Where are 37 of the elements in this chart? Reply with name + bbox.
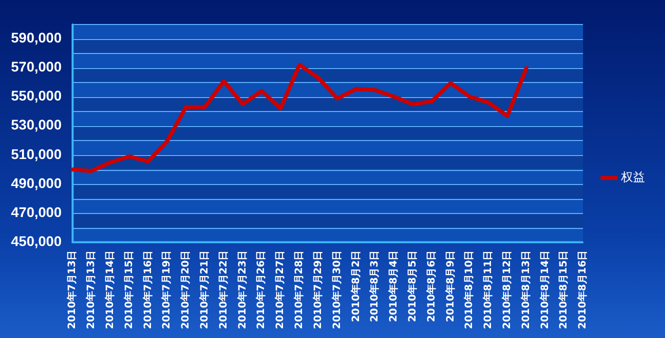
x-tick-label: 2010年8月5日: [406, 250, 418, 322]
x-tick-label: 2010年8月10日: [463, 250, 476, 330]
y-tick-label: 470,000: [10, 204, 62, 220]
y-tick-label: 550,000: [10, 88, 62, 104]
x-tick-label: 2010年7月30日: [330, 250, 343, 330]
x-tick-label: 2010年8月12日: [500, 250, 513, 330]
x-tick-label: 2010年8月11日: [482, 250, 494, 330]
x-tick-label: 2010年8月9日: [444, 250, 456, 322]
x-tick-label: 2010年7月16日: [142, 250, 154, 330]
x-tick-label: 2010年7月22日: [217, 250, 230, 330]
x-tick-label: 2010年7月28日: [293, 250, 306, 330]
x-tick-label: 2010年7月23日: [236, 250, 248, 330]
x-tick-label: 2010年7月29日: [312, 250, 324, 330]
y-tick-label: 590,000: [10, 29, 62, 46]
x-tick-label: 2010年8月13日: [520, 250, 532, 330]
x-tick-label: 2010年7月13日: [66, 250, 78, 330]
y-tick-label: 510,000: [10, 146, 62, 162]
y-tick-label: 530,000: [10, 116, 62, 133]
x-tick-label: 2010年7月13日: [85, 250, 98, 330]
x-tick-label: 2010年8月3日: [368, 250, 381, 322]
legend-label: 权益: [620, 170, 645, 184]
y-tick-label: 450,000: [10, 233, 62, 250]
x-tick-label: 2010年8月15日: [558, 250, 570, 330]
x-tick-label: 2010年7月19日: [160, 250, 173, 330]
x-tick-label: 2010年7月20日: [180, 250, 192, 330]
x-tick-label: 2010年7月27日: [274, 250, 286, 330]
y-tick-label: 490,000: [10, 174, 62, 191]
x-tick-label: 2010年7月26日: [255, 250, 268, 330]
x-tick-label: 2010年8月4日: [388, 250, 400, 322]
x-tick-label: 2010年8月14日: [538, 250, 551, 330]
x-tick-label: 2010年7月21日: [198, 250, 211, 330]
x-tick-label: 2010年8月16日: [576, 250, 589, 330]
x-tick-label: 2010年8月6日: [425, 250, 438, 322]
x-tick-label: 2010年8月2日: [350, 250, 362, 322]
y-tick-label: 570,000: [10, 58, 62, 75]
x-tick-label: 2010年7月15日: [122, 250, 135, 330]
x-tick-label: 2010年7月14日: [104, 250, 116, 330]
